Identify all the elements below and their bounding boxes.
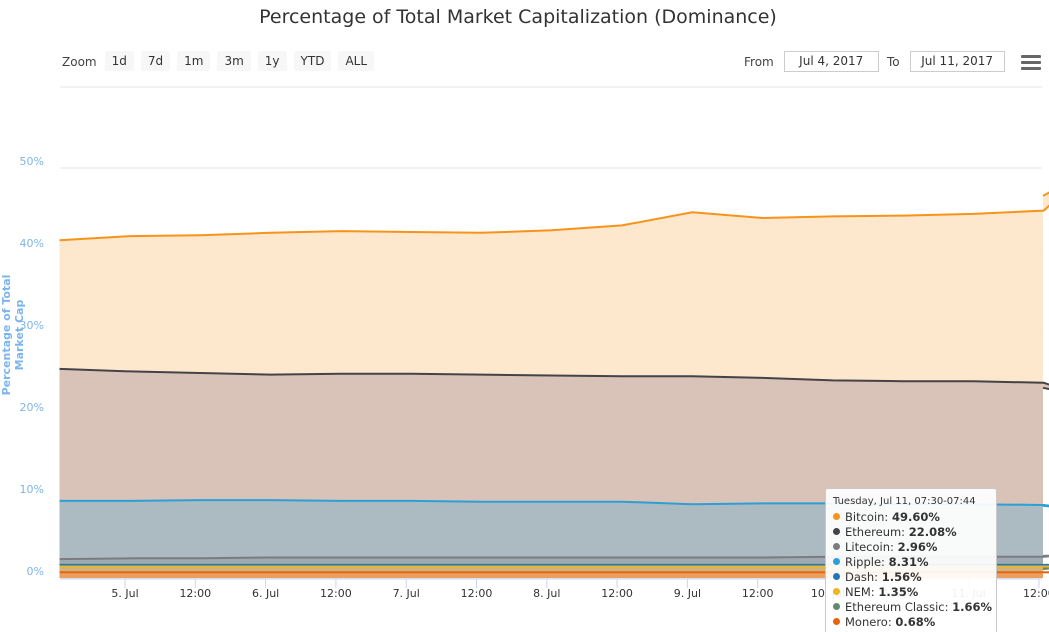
series-color-dot xyxy=(833,543,840,550)
y-tick-label: 30% xyxy=(20,319,44,332)
zoom-1d-button[interactable]: 1d xyxy=(104,51,134,71)
to-date-input[interactable]: Jul 11, 2017 xyxy=(909,51,1005,72)
tooltip-row: Ethereum: 22.08% xyxy=(833,525,996,540)
x-tick-label: 6. Jul xyxy=(252,587,279,600)
tooltip-rows: Bitcoin: 49.60% Ethereum: 22.08% Litecoin:… xyxy=(833,510,996,630)
tooltip-series-name: Ripple: xyxy=(845,555,889,569)
series-line-ethereum xyxy=(59,367,1049,391)
tooltip-series-value: 49.60% xyxy=(891,510,940,524)
series-color-dot xyxy=(833,603,840,610)
y-tick-label: 10% xyxy=(20,483,44,496)
range-from: From Jul 4, 2017 xyxy=(744,51,879,72)
x-tick-label: 5. Jul xyxy=(111,587,138,600)
tooltip-row: Dash: 1.56% xyxy=(833,570,996,585)
x-tick-label: 9. Jul xyxy=(674,587,701,600)
series-color-dot xyxy=(833,528,840,535)
y-tick-label: 20% xyxy=(20,401,44,414)
area-monero xyxy=(59,572,1049,578)
y-tick-label: 50% xyxy=(20,155,44,168)
series-color-dot xyxy=(833,618,840,625)
tooltip: Tuesday, Jul 11, 07:30-07:44 Bitcoin: 49… xyxy=(825,488,997,632)
x-tick-label: 12:00 xyxy=(601,587,633,600)
chart-title: Percentage of Total Market Capitalizatio… xyxy=(259,6,777,28)
y-tick-label: 0% xyxy=(27,565,44,578)
x-tick-label: 7. Jul xyxy=(393,587,420,600)
tooltip-row: Monero: 0.68% xyxy=(833,615,996,630)
series-color-dot xyxy=(833,573,840,580)
x-tick-label: 12:00 xyxy=(320,587,352,600)
tooltip-series-name: Ethereum Classic: xyxy=(845,600,953,614)
tooltip-series-name: Bitcoin: xyxy=(845,510,892,524)
tooltip-series-name: Litecoin: xyxy=(845,540,898,554)
hamburger-menu-icon[interactable] xyxy=(1021,55,1041,71)
zoom-1y-button[interactable]: 1y xyxy=(257,51,287,71)
tooltip-series-value: 1.66% xyxy=(952,600,993,614)
zoom-ytd-button[interactable]: YTD xyxy=(293,51,332,71)
zoom-label: Zoom xyxy=(62,55,97,69)
series-line-bitcoin xyxy=(59,191,1049,242)
x-tick-label: 12:00 xyxy=(461,587,493,600)
to-label: To xyxy=(887,54,900,69)
tooltip-series-value: 2.96% xyxy=(897,540,938,554)
tooltip-series-name: Monero: xyxy=(845,615,896,629)
tooltip-series-name: Ethereum: xyxy=(845,525,909,539)
range-to: To Jul 11, 2017 xyxy=(887,51,1005,72)
tooltip-series-value: 1.56% xyxy=(881,570,922,584)
tooltip-series-value: 0.68% xyxy=(895,615,936,629)
tooltip-header: Tuesday, Jul 11, 07:30-07:44 xyxy=(833,496,976,507)
series-color-dot xyxy=(833,558,840,565)
zoom-1m-button[interactable]: 1m xyxy=(177,51,211,71)
series-color-dot xyxy=(833,513,840,520)
series-color-dot xyxy=(833,588,840,595)
zoom-bar: Zoom 1d 7d 1m 3m 1y YTD ALL xyxy=(62,51,381,71)
tooltip-series-name: Dash: xyxy=(845,570,882,584)
x-tick-label: 12:00 xyxy=(179,587,211,600)
tooltip-series-value: 22.08% xyxy=(908,525,957,539)
tooltip-series-name: NEM: xyxy=(845,585,879,599)
tooltip-series-value: 1.35% xyxy=(878,585,919,599)
tooltip-row: Ripple: 8.31% xyxy=(833,555,996,570)
zoom-3m-button[interactable]: 3m xyxy=(217,51,251,71)
zoom-all-button[interactable]: ALL xyxy=(338,51,375,71)
tooltip-row: NEM: 1.35% xyxy=(833,585,996,600)
tooltip-row: Litecoin: 2.96% xyxy=(833,540,996,555)
tooltip-row: Ethereum Classic: 1.66% xyxy=(833,600,996,615)
y-tick-label: 40% xyxy=(20,237,44,250)
from-date-input[interactable]: Jul 4, 2017 xyxy=(783,51,879,72)
zoom-7d-button[interactable]: 7d xyxy=(140,51,171,71)
tooltip-series-value: 8.31% xyxy=(888,555,929,569)
x-tick-label: 12:00 xyxy=(742,587,774,600)
from-label: From xyxy=(744,54,774,69)
x-tick-label: 8. Jul xyxy=(533,587,560,600)
x-tick-label: 12:00 xyxy=(1023,587,1049,600)
tooltip-row: Bitcoin: 49.60% xyxy=(833,510,996,525)
